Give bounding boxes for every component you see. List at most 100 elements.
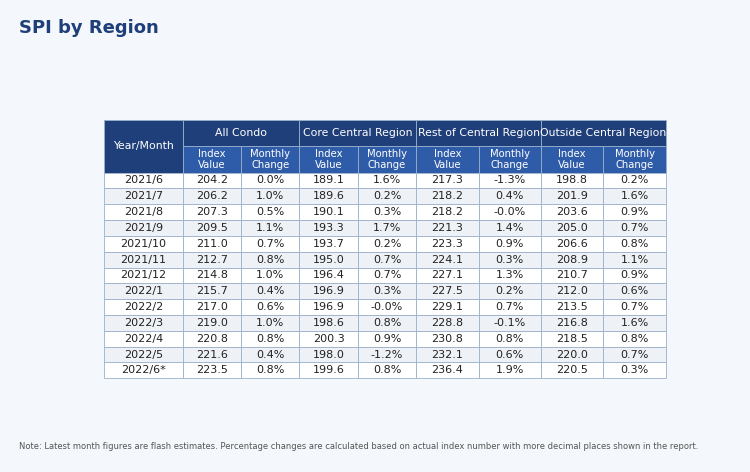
Text: 221.6: 221.6: [196, 350, 228, 360]
Bar: [478, 268, 541, 283]
Text: 198.8: 198.8: [556, 176, 588, 185]
Text: 214.8: 214.8: [196, 270, 228, 280]
Bar: [104, 173, 182, 188]
Text: Monthly
Change: Monthly Change: [490, 149, 530, 170]
Text: 198.6: 198.6: [313, 318, 344, 328]
Text: 2021/11: 2021/11: [120, 254, 166, 265]
Bar: [358, 315, 416, 331]
Text: 0.7%: 0.7%: [496, 302, 524, 312]
Bar: [104, 346, 182, 362]
Text: 230.8: 230.8: [431, 334, 464, 344]
Bar: [241, 220, 299, 236]
Text: 207.3: 207.3: [196, 207, 228, 217]
Bar: [241, 315, 299, 331]
Text: 0.7%: 0.7%: [256, 239, 284, 249]
Text: 1.4%: 1.4%: [496, 223, 524, 233]
Text: 218.2: 218.2: [431, 207, 464, 217]
Bar: [104, 220, 182, 236]
Text: 221.3: 221.3: [431, 223, 464, 233]
Text: 195.0: 195.0: [313, 254, 344, 265]
Text: 0.9%: 0.9%: [620, 270, 649, 280]
Bar: [182, 362, 241, 378]
Text: 1.0%: 1.0%: [256, 270, 284, 280]
Text: 0.2%: 0.2%: [373, 191, 401, 202]
Text: 0.5%: 0.5%: [256, 207, 284, 217]
Text: 210.7: 210.7: [556, 270, 588, 280]
Bar: [541, 283, 603, 299]
Bar: [603, 331, 666, 346]
Bar: [299, 173, 358, 188]
Bar: [416, 268, 478, 283]
Text: 2022/5: 2022/5: [124, 350, 163, 360]
Bar: [603, 188, 666, 204]
Text: 223.5: 223.5: [196, 365, 228, 375]
Text: 2022/1: 2022/1: [124, 286, 163, 296]
Bar: [241, 236, 299, 252]
Text: 232.1: 232.1: [431, 350, 464, 360]
Bar: [241, 204, 299, 220]
Bar: [104, 362, 182, 378]
Bar: [603, 283, 666, 299]
Text: 2022/4: 2022/4: [124, 334, 163, 344]
Bar: [603, 146, 666, 173]
Bar: [416, 220, 478, 236]
Bar: [182, 346, 241, 362]
Text: 204.2: 204.2: [196, 176, 228, 185]
Text: 196.4: 196.4: [313, 270, 344, 280]
Text: 0.7%: 0.7%: [620, 350, 649, 360]
Bar: [541, 236, 603, 252]
Bar: [416, 252, 478, 268]
Bar: [241, 188, 299, 204]
Text: 1.1%: 1.1%: [256, 223, 284, 233]
Text: 0.9%: 0.9%: [496, 239, 524, 249]
Text: 0.8%: 0.8%: [256, 334, 284, 344]
Bar: [182, 173, 241, 188]
Text: 229.1: 229.1: [431, 302, 464, 312]
Bar: [478, 146, 541, 173]
Bar: [241, 362, 299, 378]
Text: 213.5: 213.5: [556, 302, 588, 312]
Text: 2021/7: 2021/7: [124, 191, 163, 202]
Bar: [299, 268, 358, 283]
Text: 0.6%: 0.6%: [256, 302, 284, 312]
Text: -0.0%: -0.0%: [494, 207, 526, 217]
Bar: [541, 315, 603, 331]
Bar: [299, 283, 358, 299]
Text: 209.5: 209.5: [196, 223, 228, 233]
Bar: [478, 252, 541, 268]
Bar: [299, 346, 358, 362]
Text: 1.7%: 1.7%: [373, 223, 401, 233]
Text: 0.3%: 0.3%: [496, 254, 524, 265]
Bar: [416, 331, 478, 346]
Text: 224.1: 224.1: [431, 254, 464, 265]
Bar: [299, 146, 358, 173]
Bar: [603, 220, 666, 236]
Bar: [358, 283, 416, 299]
Bar: [416, 236, 478, 252]
Text: 220.8: 220.8: [196, 334, 228, 344]
Bar: [603, 268, 666, 283]
Text: 215.7: 215.7: [196, 286, 228, 296]
Bar: [541, 268, 603, 283]
Bar: [358, 188, 416, 204]
Text: 218.2: 218.2: [431, 191, 464, 202]
Bar: [478, 220, 541, 236]
Text: 212.0: 212.0: [556, 286, 588, 296]
Bar: [541, 362, 603, 378]
Bar: [104, 331, 182, 346]
Bar: [603, 299, 666, 315]
Text: 0.6%: 0.6%: [496, 350, 524, 360]
Bar: [299, 188, 358, 204]
Text: 0.7%: 0.7%: [373, 270, 401, 280]
Bar: [241, 252, 299, 268]
Text: 198.0: 198.0: [313, 350, 344, 360]
Text: 200.3: 200.3: [313, 334, 344, 344]
Text: 0.3%: 0.3%: [620, 365, 649, 375]
Text: Monthly
Change: Monthly Change: [251, 149, 290, 170]
Bar: [541, 173, 603, 188]
Bar: [104, 268, 182, 283]
Text: 1.9%: 1.9%: [496, 365, 524, 375]
Text: Index
Value: Index Value: [558, 149, 586, 170]
Bar: [182, 252, 241, 268]
Bar: [182, 283, 241, 299]
